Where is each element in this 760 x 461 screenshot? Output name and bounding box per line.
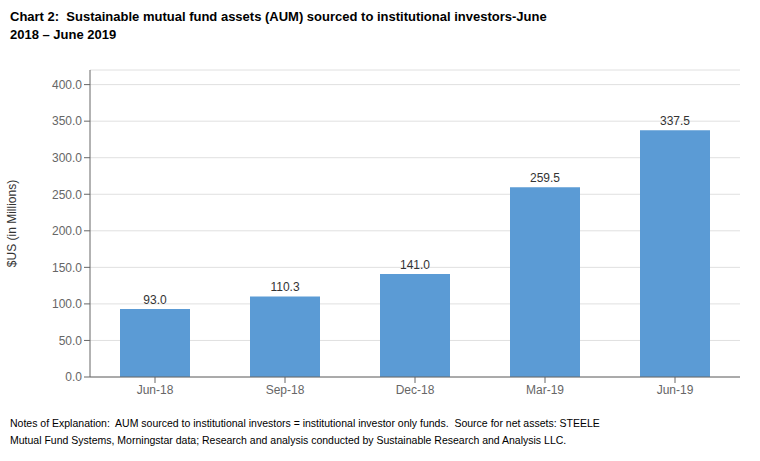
html-text:Chart 2: Sustainable mutual fu: Chart 2: Sustainable mutual fund assets …	[10, 9, 547, 24]
svg-text:259.5: 259.5	[530, 171, 560, 185]
svg-text:141.0: 141.0	[400, 258, 430, 272]
svg-text:0.0: 0.0	[65, 370, 82, 384]
svg-text:100.0: 100.0	[52, 297, 82, 311]
svg-text:Jun-19: Jun-19	[657, 383, 694, 397]
svg-text:337.5: 337.5	[660, 114, 690, 128]
svg-text:400.0: 400.0	[52, 78, 82, 92]
svg-text:$US (in Millions): $US (in Millions)	[8, 180, 19, 267]
svg-text:250.0: 250.0	[52, 188, 82, 202]
svg-text:Sep-18: Sep-18	[266, 383, 305, 397]
svg-text:93.0: 93.0	[143, 293, 167, 307]
html-text:2018 – June 2019: 2018 – June 2019	[10, 27, 117, 42]
svg-text:150.0: 150.0	[52, 261, 82, 275]
svg-text:300.0: 300.0	[52, 151, 82, 165]
html-text:Mutual Fund Systems, Morningst: Mutual Fund Systems, Morningstar data; R…	[10, 434, 567, 446]
svg-text:Dec-18: Dec-18	[396, 383, 435, 397]
svg-text:200.0: 200.0	[52, 224, 82, 238]
svg-text:50.0: 50.0	[59, 334, 83, 348]
html-text:Notes of Explanation: AUM sour: Notes of Explanation: AUM sourced to ins…	[10, 417, 600, 429]
svg-text:110.3: 110.3	[270, 280, 299, 294]
svg-text:Jun-18: Jun-18	[137, 383, 174, 397]
svg-text:350.0: 350.0	[52, 114, 82, 128]
svg-text:Mar-19: Mar-19	[526, 383, 564, 397]
